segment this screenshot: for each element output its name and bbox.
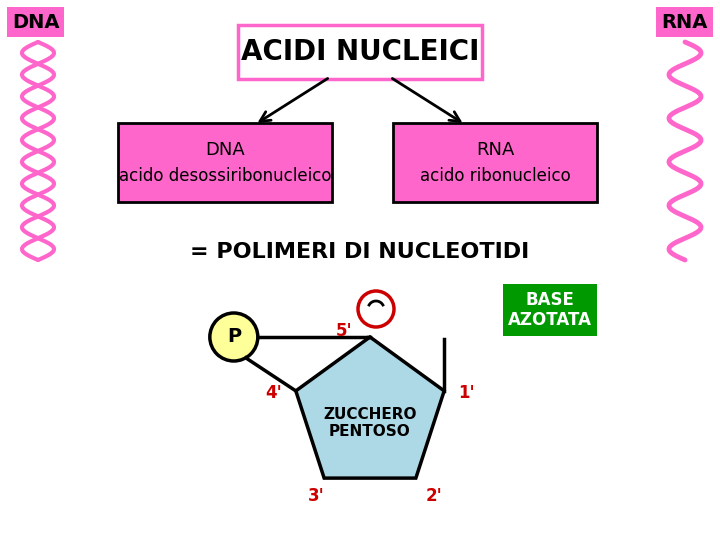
- FancyBboxPatch shape: [656, 7, 713, 37]
- Text: RNA: RNA: [661, 12, 708, 31]
- FancyBboxPatch shape: [393, 123, 597, 201]
- FancyBboxPatch shape: [7, 7, 64, 37]
- Polygon shape: [296, 337, 444, 478]
- Text: acido ribonucleico: acido ribonucleico: [420, 167, 570, 185]
- Text: 5': 5': [336, 322, 352, 340]
- Text: 1': 1': [458, 384, 474, 402]
- FancyBboxPatch shape: [238, 25, 482, 79]
- Text: 4': 4': [266, 384, 282, 402]
- Text: = POLIMERI DI NUCLEOTIDI: = POLIMERI DI NUCLEOTIDI: [190, 242, 530, 262]
- FancyBboxPatch shape: [118, 123, 332, 201]
- Circle shape: [358, 291, 394, 327]
- Text: DNA: DNA: [205, 141, 245, 159]
- Text: BASE
AZOTATA: BASE AZOTATA: [508, 291, 592, 329]
- Text: DNA: DNA: [12, 12, 59, 31]
- Text: 2': 2': [426, 487, 442, 505]
- Text: P: P: [227, 327, 241, 347]
- FancyBboxPatch shape: [503, 284, 597, 336]
- Text: 3': 3': [307, 487, 325, 505]
- Text: RNA: RNA: [476, 141, 514, 159]
- Circle shape: [210, 313, 258, 361]
- Text: ACIDI NUCLEICI: ACIDI NUCLEICI: [240, 38, 480, 66]
- Text: ZUCCHERO
PENTOSO: ZUCCHERO PENTOSO: [323, 407, 417, 439]
- Text: acido desossiribonucleico: acido desossiribonucleico: [119, 167, 331, 185]
